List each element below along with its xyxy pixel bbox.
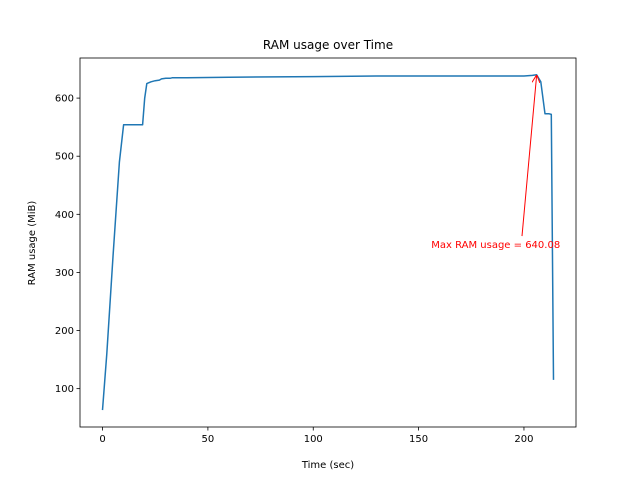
x-tick-label: 50 — [202, 434, 215, 445]
plot-frame — [79, 57, 577, 428]
annotation-layer: Max RAM usage = 640.08 — [431, 76, 560, 251]
chart-title: RAM usage over Time — [263, 38, 393, 52]
y-tick-label: 100 — [55, 384, 74, 395]
x-tick-label: 0 — [99, 434, 105, 445]
x-tick-label: 150 — [409, 434, 428, 445]
max-ram-annotation: Max RAM usage = 640.08 — [431, 240, 560, 251]
axis-ticks: 0 50 100 150 200 100 200 300 400 500 600 — [55, 94, 534, 445]
x-tick-label: 100 — [304, 434, 323, 445]
x-tick-label: 200 — [514, 434, 533, 445]
y-axis-title: RAM usage (MiB) — [27, 201, 38, 286]
y-tick-label: 300 — [55, 268, 74, 279]
y-tick-label: 200 — [55, 326, 74, 337]
x-axis-title: Time (sec) — [301, 460, 354, 471]
y-tick-label: 600 — [55, 94, 74, 105]
y-tick-label: 500 — [55, 152, 74, 163]
annotation-arrow — [521, 76, 537, 237]
plot-area — [79, 57, 577, 428]
y-tick-label: 400 — [55, 210, 74, 221]
